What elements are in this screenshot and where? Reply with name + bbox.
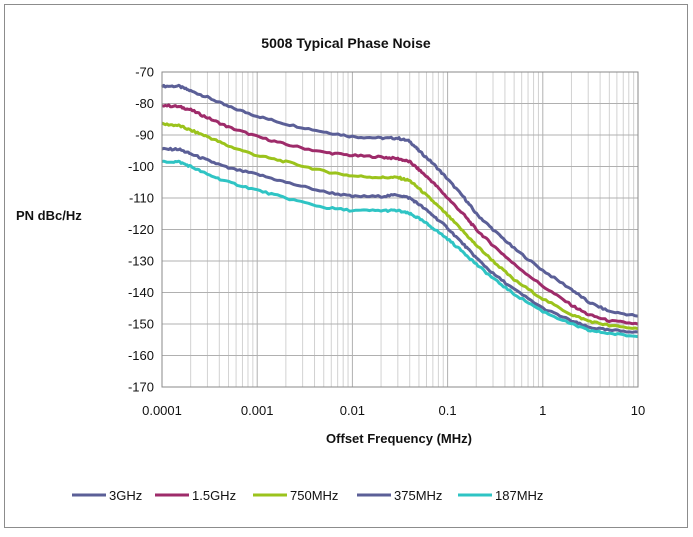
- x-axis-label: Offset Frequency (MHz): [326, 431, 472, 446]
- x-tick-label: 0.001: [241, 403, 274, 418]
- legend-label: 3GHz: [109, 488, 142, 503]
- y-tick-label: -80: [135, 96, 154, 111]
- y-tick-label: -70: [135, 65, 154, 80]
- series-line-187mhz: [161, 159, 639, 339]
- x-tick-label: 0.1: [439, 403, 457, 418]
- legend-label: 750MHz: [290, 488, 338, 503]
- legend: 3GHz 1.5GHz 750MHz 375MHz 187MHz: [72, 488, 543, 503]
- series-line-375mhz: [161, 146, 639, 334]
- x-tick-label: 0.01: [340, 403, 365, 418]
- y-tick-label: -140: [128, 285, 154, 300]
- y-tick-label: -120: [128, 222, 154, 237]
- series-line-1.5ghz: [161, 103, 639, 326]
- x-tick-label: 1: [539, 403, 546, 418]
- chart-frame: [4, 4, 688, 528]
- y-tick-label: -110: [129, 191, 154, 206]
- y-tick-label: -90: [135, 128, 154, 143]
- y-tick-label: -170: [128, 380, 154, 395]
- series-line-3ghz: [160, 83, 639, 318]
- y-axis-label: PN dBc/Hz: [16, 208, 82, 223]
- y-tick-label: -150: [128, 317, 154, 332]
- x-tick-label: 10: [631, 403, 645, 418]
- y-tick-label: -160: [128, 348, 154, 363]
- series-lines: [160, 83, 639, 339]
- grid: [161, 71, 639, 388]
- plot-area-border: [161, 71, 639, 388]
- legend-label: 375MHz: [394, 488, 442, 503]
- y-tick-label: -100: [128, 159, 154, 174]
- y-tick-label: -130: [128, 254, 154, 269]
- legend-label: 1.5GHz: [192, 488, 236, 503]
- legend-label: 187MHz: [495, 488, 543, 503]
- series-line-750mhz: [161, 121, 639, 331]
- axes: -70 -80 -90 -100 -110 -120 -130 -140 -150 -160 -17…: [128, 65, 645, 419]
- x-tick-label: 0.0001: [142, 403, 182, 418]
- chart-title: 5008 Typical Phase Noise: [261, 35, 431, 51]
